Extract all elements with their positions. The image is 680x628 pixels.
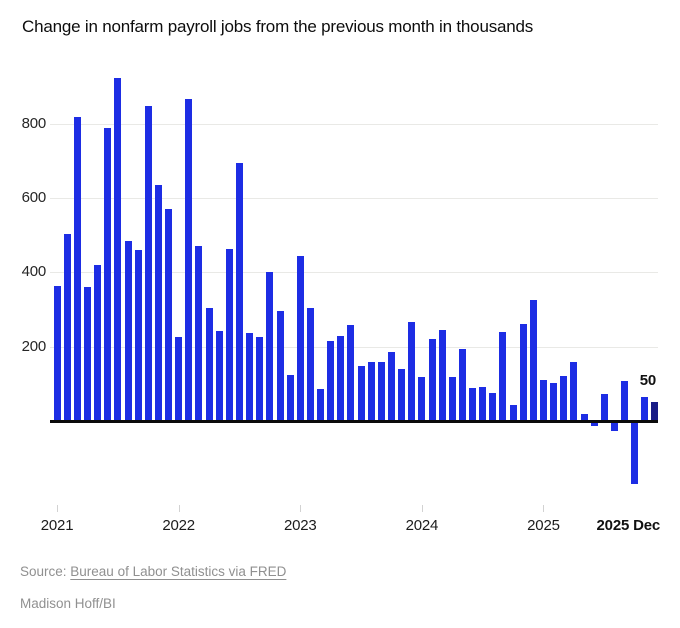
chart-title: Change in nonfarm payroll jobs from the …: [22, 17, 534, 36]
bar-2021-m9[interactable]: [134, 249, 142, 421]
bar-2023-m11[interactable]: [398, 368, 406, 421]
bar-2025-m9[interactable]: [621, 380, 629, 421]
source-line: Source: Bureau of Labor Statistics via F…: [20, 564, 286, 579]
x-axis-label-2025-dec: 2025 Dec: [596, 517, 661, 534]
bar-2025-m5[interactable]: [580, 413, 588, 421]
bar-2021-m7[interactable]: [114, 78, 122, 421]
bar-2022-m9[interactable]: [256, 337, 264, 421]
bar-2024-m12[interactable]: [529, 300, 537, 421]
bar-2023-m4[interactable]: [327, 340, 335, 421]
bar-2022-m10[interactable]: [266, 272, 274, 421]
bar-2022-m4[interactable]: [205, 308, 213, 421]
x-tick-2024: [421, 505, 423, 512]
bar-2024-m3[interactable]: [438, 329, 446, 421]
bar-2022-m6[interactable]: [225, 249, 233, 421]
bar-2025-m6[interactable]: [590, 421, 598, 427]
source-prefix: Source:: [20, 564, 71, 579]
bar-2024-m6[interactable]: [469, 387, 477, 421]
bar-2022-m1[interactable]: [175, 337, 183, 421]
y-axis-label-800: 800: [21, 114, 47, 132]
bar-2021-m6[interactable]: [104, 128, 112, 421]
bar-2025-m1[interactable]: [539, 379, 547, 421]
source-link[interactable]: Bureau of Labor Statistics via FRED: [70, 564, 287, 579]
bar-2024-m7[interactable]: [479, 387, 487, 421]
y-axis-label-200: 200: [21, 337, 47, 355]
bar-2023-m5[interactable]: [337, 336, 345, 421]
bar-2025-m2[interactable]: [550, 383, 558, 421]
bar-2024-m1[interactable]: [418, 376, 426, 421]
bar-2022-m7[interactable]: [235, 162, 243, 421]
bar-2025-m7[interactable]: [600, 394, 608, 421]
bar-2024-m4[interactable]: [448, 377, 456, 421]
gridline-800: [50, 123, 658, 125]
x-tick-2025: [543, 505, 545, 512]
bar-2021-m10[interactable]: [144, 105, 152, 421]
bar-2025-m11[interactable]: [641, 397, 649, 421]
bar-2024-m5[interactable]: [458, 349, 466, 421]
bar-2023-m12[interactable]: [408, 321, 416, 421]
bar-2024-m2[interactable]: [428, 338, 436, 421]
bar-2023-m3[interactable]: [317, 389, 325, 421]
x-tick-2021: [57, 505, 59, 512]
bar-2025-m12[interactable]: [651, 402, 659, 421]
bar-2021-m5[interactable]: [94, 264, 102, 421]
bar-2023-m1[interactable]: [296, 255, 304, 421]
bar-2021-m1[interactable]: [53, 286, 61, 421]
bar-2025-m8[interactable]: [610, 421, 618, 431]
bar-2022-m12[interactable]: [286, 374, 294, 421]
bar-2025-m4[interactable]: [570, 362, 578, 421]
y-axis-label-400: 400: [21, 263, 47, 281]
bar-2024-m11[interactable]: [519, 323, 527, 421]
x-tick-2022: [178, 505, 180, 512]
bar-2023-m10[interactable]: [387, 351, 395, 421]
plot-area: [50, 73, 659, 512]
x-axis-label-2021: 2021: [40, 517, 74, 534]
bar-2023-m2[interactable]: [306, 307, 314, 421]
bar-2024-m10[interactable]: [509, 404, 517, 421]
bar-2022-m5[interactable]: [215, 331, 223, 421]
y-axis-label-600: 600: [21, 189, 47, 207]
bar-2022-m3[interactable]: [195, 246, 203, 421]
x-axis-label-2025: 2025: [527, 517, 560, 534]
bar-2024-m9[interactable]: [499, 331, 507, 421]
bar-2024-m8[interactable]: [489, 393, 497, 421]
x-tick-2023: [300, 505, 302, 512]
bar-2021-m4[interactable]: [83, 286, 91, 421]
zero-axis-line: [50, 419, 658, 423]
bar-2025-m10[interactable]: [631, 421, 639, 485]
gridline-600: [50, 198, 658, 200]
bar-2022-m2[interactable]: [185, 98, 193, 421]
bar-2021-m2[interactable]: [63, 233, 71, 421]
bar-2023-m6[interactable]: [347, 325, 355, 421]
last-value-annotation: 50: [639, 372, 657, 389]
bar-2023-m8[interactable]: [367, 362, 375, 421]
bar-2023-m7[interactable]: [357, 366, 365, 421]
bar-2021-m11[interactable]: [154, 185, 162, 421]
bar-2025-m3[interactable]: [560, 376, 568, 421]
bar-2021-m3[interactable]: [73, 117, 81, 421]
bar-2022-m11[interactable]: [276, 311, 284, 421]
bar-2022-m8[interactable]: [246, 333, 254, 421]
author-byline: Madison Hoff/BI: [20, 596, 116, 611]
bar-2021-m12[interactable]: [165, 208, 173, 421]
x-axis-label-2024: 2024: [405, 517, 439, 534]
bar-2021-m8[interactable]: [124, 241, 132, 421]
x-axis-label-2022: 2022: [162, 517, 195, 534]
bar-2023-m9[interactable]: [377, 362, 385, 421]
gridline-400: [50, 272, 658, 274]
x-axis-label-2023: 2023: [283, 517, 317, 534]
